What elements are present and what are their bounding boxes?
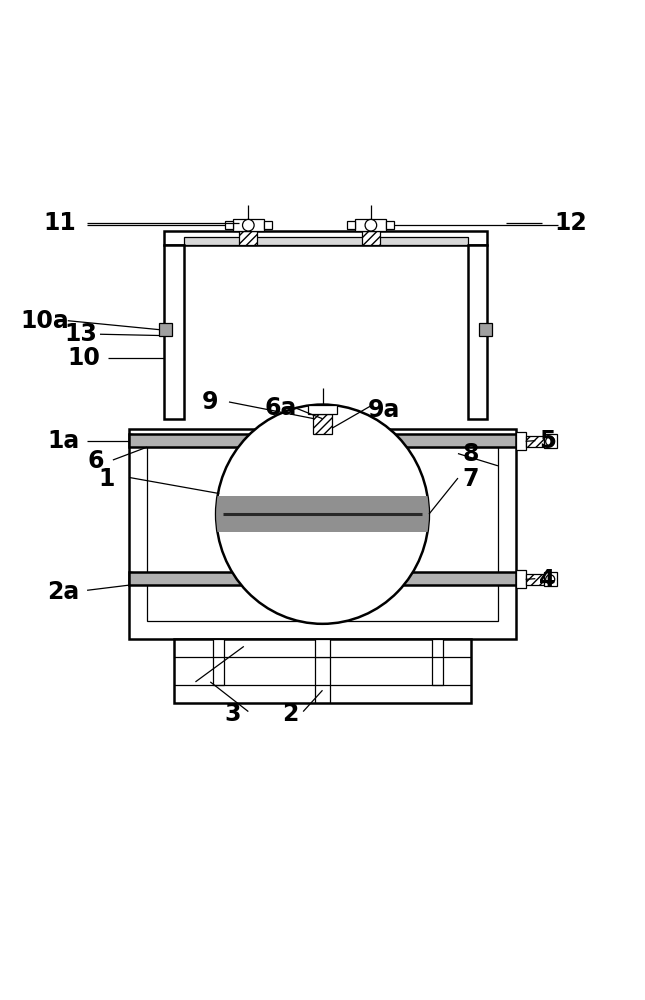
Bar [313,414,332,434]
Bar [159,323,172,336]
Circle shape [546,575,555,584]
Bar [129,434,516,447]
Bar [526,574,544,585]
Circle shape [243,219,254,231]
Bar [362,231,380,245]
Bar [233,219,264,231]
Text: 5: 5 [539,429,555,453]
Text: 11: 11 [43,211,75,235]
Bar [213,639,224,685]
Bar [315,639,330,657]
Bar [308,405,337,414]
Text: 2a: 2a [47,580,79,604]
Bar [164,231,487,245]
Bar [516,432,526,450]
Text: 1a: 1a [47,429,79,453]
Circle shape [365,219,377,231]
Bar [544,572,557,586]
Text: 9: 9 [201,390,218,414]
Bar [386,221,395,229]
Bar [224,221,233,229]
Text: 8: 8 [462,442,479,466]
Bar [468,245,487,419]
Bar [184,237,468,245]
Bar [239,231,257,245]
Text: 3: 3 [224,702,241,726]
Text: 2: 2 [282,702,299,726]
Bar [174,639,471,703]
Text: 4: 4 [539,568,555,592]
Bar [516,570,526,588]
Bar [264,221,272,229]
Bar [216,496,429,532]
Bar [432,639,443,685]
Bar [164,245,184,419]
Circle shape [546,437,555,446]
Text: 1: 1 [98,467,115,491]
Bar [526,436,544,447]
Text: 10: 10 [68,346,100,370]
Text: 9a: 9a [368,398,400,422]
Bar [479,323,492,336]
Text: 10a: 10a [21,309,70,333]
Text: 7: 7 [462,467,479,491]
Text: 13: 13 [64,322,97,346]
Bar [129,572,516,585]
Text: 12: 12 [555,211,587,235]
Bar [147,447,498,621]
Bar [355,219,386,231]
Ellipse shape [216,405,429,624]
Bar [544,434,557,448]
Text: 6: 6 [87,449,104,473]
Bar [129,429,516,639]
Bar [347,221,355,229]
Text: 6a: 6a [264,396,297,420]
